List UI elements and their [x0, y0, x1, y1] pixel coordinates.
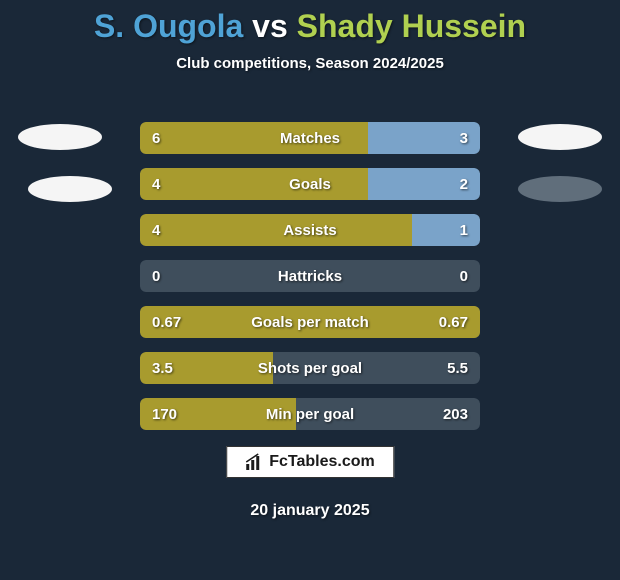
- team-badge-right-1: [518, 124, 602, 150]
- stat-label: Min per goal: [140, 398, 480, 430]
- chart-icon: [245, 453, 263, 471]
- stat-row: 00Hattricks: [140, 260, 480, 292]
- stat-row: 42Goals: [140, 168, 480, 200]
- team-badge-left-1: [18, 124, 102, 150]
- player2-name: Shady Hussein: [297, 8, 526, 44]
- team-badge-right-2: [518, 176, 602, 202]
- team-badge-left-2: [28, 176, 112, 202]
- stat-label: Hattricks: [140, 260, 480, 292]
- stat-rows: 63Matches 42Goals 41Assists 00Hattricks 0.67…: [140, 122, 480, 444]
- stat-row: 41Assists: [140, 214, 480, 246]
- stat-label: Goals: [140, 168, 480, 200]
- stat-row: 63Matches: [140, 122, 480, 154]
- player1-name: S. Ougola: [94, 8, 243, 44]
- subtitle: Club competitions, Season 2024/2025: [0, 55, 620, 72]
- comparison-title: S. Ougola vs Shady Hussein: [0, 0, 620, 45]
- logo-text: FcTables.com: [269, 453, 375, 471]
- stat-label: Matches: [140, 122, 480, 154]
- fctables-logo: FcTables.com: [226, 446, 394, 478]
- stat-row: 170203Min per goal: [140, 398, 480, 430]
- stat-label: Shots per goal: [140, 352, 480, 384]
- stat-label: Assists: [140, 214, 480, 246]
- date-text: 20 january 2025: [0, 502, 620, 520]
- stat-label: Goals per match: [140, 306, 480, 338]
- stat-row: 0.670.67Goals per match: [140, 306, 480, 338]
- stat-row: 3.55.5Shots per goal: [140, 352, 480, 384]
- vs-text: vs: [252, 8, 288, 44]
